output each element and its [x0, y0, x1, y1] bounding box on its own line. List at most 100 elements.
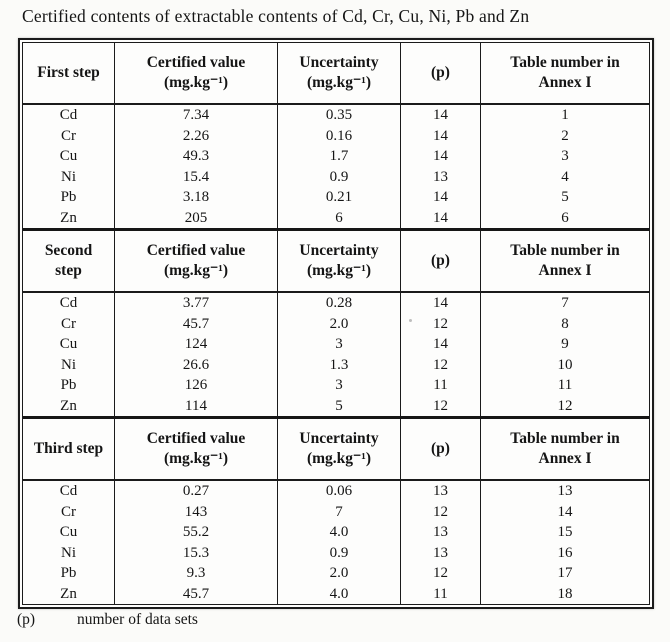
certified-value-header-text: Certified value: [146, 53, 246, 71]
annex-number-cell: 14: [480, 501, 649, 522]
certified-contents-table: First step Certified value (mg.kg⁻¹) Unc…: [18, 38, 654, 609]
certified-value-cell: 205: [114, 207, 277, 228]
table-row: Ni 15.4 0.9 13 4: [23, 166, 649, 187]
uncertainty-unit: (mg.kg⁻¹): [306, 74, 372, 91]
p-cell: 12: [400, 395, 480, 416]
element-cell: Cu: [59, 524, 78, 540]
element-cell: Zn: [60, 585, 77, 602]
table-row: Cr 45.7 2.0 12 8: [23, 313, 649, 334]
certified-value-cell: 3.77: [114, 293, 277, 314]
certified-value-header-text: Certified value: [146, 429, 246, 447]
footnote-symbol: (p): [17, 611, 36, 628]
uncertainty-header-text: Uncertainty: [299, 429, 379, 447]
certified-value-cell: 45.7: [114, 583, 277, 604]
certified-value-cell: 26.6: [114, 354, 277, 375]
p-header-text: (p): [431, 251, 450, 269]
element-cell: Cu: [59, 148, 78, 164]
section-rows: Cd 7.34 0.35 14 1 Cr 2.26 0.16 14 2: [23, 105, 649, 228]
element-cell: Cr: [61, 315, 76, 332]
footnote: (p) number of data sets: [17, 611, 198, 629]
p-cell: 12: [400, 501, 480, 522]
annex-number-cell: 5: [480, 187, 649, 208]
annex-number-cell: 3: [480, 146, 649, 167]
table-row: Cd 3.77 0.28 14 7: [23, 293, 649, 314]
p-cell: 14: [400, 207, 480, 228]
annex-header: Table number in Annex I: [480, 43, 649, 103]
uncertainty-header: Uncertainty (mg.kg⁻¹): [277, 43, 400, 103]
certified-value-cell: 9.3: [114, 563, 277, 584]
table-row: Cu 55.2 4.0 13 15: [23, 522, 649, 543]
table-row: Zn 45.7 4.0 11 18: [23, 583, 649, 604]
element-cell: Pb: [60, 565, 77, 581]
uncertainty-cell: 3: [277, 334, 400, 355]
scan-speck: [409, 319, 412, 322]
uncertainty-cell: 3: [277, 375, 400, 396]
p-header: (p): [400, 43, 480, 103]
element-cell: Pb: [60, 189, 77, 205]
p-cell: 13: [400, 166, 480, 187]
uncertainty-header-text: Uncertainty: [299, 241, 379, 259]
element-cell: Cr: [61, 127, 76, 144]
table-inner-frame: First step Certified value (mg.kg⁻¹) Unc…: [22, 42, 650, 605]
annex-number-cell: 1: [480, 105, 649, 126]
table-section-second-step: Second step Certified value (mg.kg⁻¹) Un…: [23, 228, 649, 416]
section-rows: Cd 3.77 0.28 14 7 Cr 45.7 2.0 12 8: [23, 293, 649, 416]
p-header-text: (p): [431, 439, 450, 457]
p-cell: 13: [400, 542, 480, 563]
element-cell: Cd: [59, 295, 78, 311]
uncertainty-header-text: Uncertainty: [299, 53, 379, 71]
element-cell: Cd: [59, 483, 78, 499]
certified-value-cell: 15.3: [114, 542, 277, 563]
p-cell: 14: [400, 187, 480, 208]
certified-value-cell: 124: [114, 334, 277, 355]
uncertainty-cell: 2.0: [277, 563, 400, 584]
annex-number-cell: 13: [480, 481, 649, 502]
p-cell: 14: [400, 105, 480, 126]
certified-value-header: Certified value (mg.kg⁻¹): [114, 419, 277, 479]
table-row: Cd 7.34 0.35 14 1: [23, 105, 649, 126]
table-row: Cd 0.27 0.06 13 13: [23, 481, 649, 502]
table-row: Cu 124 3 14 9: [23, 334, 649, 355]
step-label-text: Second step: [44, 241, 93, 279]
annex-number-cell: 12: [480, 395, 649, 416]
table-row: Zn 114 5 12 12: [23, 395, 649, 416]
certified-value-cell: 114: [114, 395, 277, 416]
certified-value-cell: 126: [114, 375, 277, 396]
uncertainty-cell: 4.0: [277, 522, 400, 543]
uncertainty-cell: 6: [277, 207, 400, 228]
p-cell: 12: [400, 313, 480, 334]
section-header-row: Third step Certified value (mg.kg⁻¹) Unc…: [23, 419, 649, 481]
certified-value-cell: 2.26: [114, 125, 277, 146]
element-cell: Zn: [60, 209, 77, 226]
element-cell: Pb: [60, 377, 77, 393]
uncertainty-cell: 0.35: [277, 105, 400, 126]
p-header: (p): [400, 231, 480, 291]
uncertainty-cell: 7: [277, 501, 400, 522]
table-row: Zn 205 6 14 6: [23, 207, 649, 228]
uncertainty-cell: 0.9: [277, 542, 400, 563]
step-label: Second step: [23, 231, 114, 291]
table-row: Ni 26.6 1.3 12 10: [23, 354, 649, 375]
table-row: Ni 15.3 0.9 13 16: [23, 542, 649, 563]
p-cell: 13: [400, 522, 480, 543]
p-cell: 13: [400, 481, 480, 502]
certified-value-unit: (mg.kg⁻¹): [163, 450, 229, 467]
annex-header-line1: Table number in: [510, 429, 620, 447]
annex-header-line2: Annex I: [538, 262, 592, 279]
element-cell: Ni: [61, 356, 76, 373]
table-row: Pb 9.3 2.0 12 17: [23, 563, 649, 584]
table-row: Pb 3.18 0.21 14 5: [23, 187, 649, 208]
element-cell: Ni: [61, 168, 76, 185]
p-cell: 11: [400, 375, 480, 396]
uncertainty-unit: (mg.kg⁻¹): [306, 262, 372, 279]
uncertainty-header: Uncertainty (mg.kg⁻¹): [277, 231, 400, 291]
uncertainty-cell: 2.0: [277, 313, 400, 334]
certified-value-cell: 0.27: [114, 481, 277, 502]
step-label-text: Third step: [33, 439, 104, 457]
uncertainty-header: Uncertainty (mg.kg⁻¹): [277, 419, 400, 479]
certified-value-cell: 55.2: [114, 522, 277, 543]
annex-number-cell: 6: [480, 207, 649, 228]
element-cell: Cd: [59, 107, 78, 123]
annex-number-cell: 18: [480, 583, 649, 604]
